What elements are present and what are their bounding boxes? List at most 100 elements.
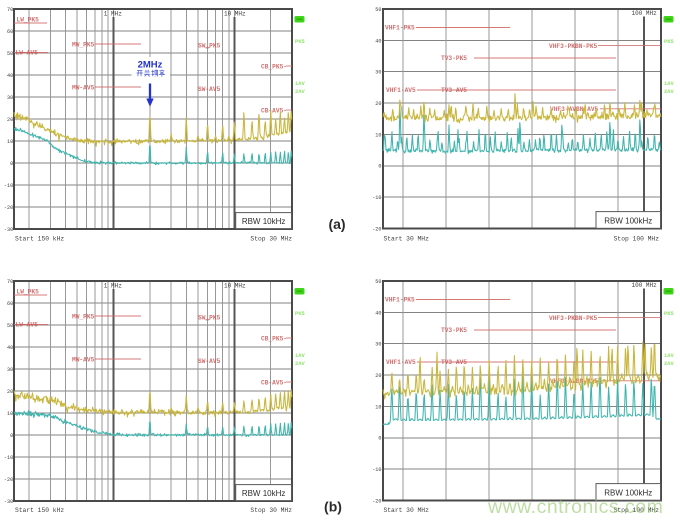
svg-text:PK5: PK5 xyxy=(295,311,305,317)
svg-text:VHF1-AV5: VHF1-AV5 xyxy=(386,359,416,366)
svg-text:TV3-AV5: TV3-AV5 xyxy=(441,87,467,94)
svg-text:10: 10 xyxy=(375,404,381,410)
svg-text:CB-AV5-: CB-AV5- xyxy=(261,108,287,115)
svg-text:20: 20 xyxy=(7,389,13,395)
svg-text:TV3-PK5: TV3-PK5 xyxy=(441,55,467,62)
svg-text:Stop 100 MHz: Stop 100 MHz xyxy=(614,507,660,514)
svg-text:Start 150 kHz: Start 150 kHz xyxy=(15,236,64,243)
svg-text:SW_PK5: SW_PK5 xyxy=(198,315,221,322)
svg-text:100 MHz: 100 MHz xyxy=(632,10,658,17)
svg-text:-20: -20 xyxy=(4,205,13,211)
svg-text:VHF1-PK5: VHF1-PK5 xyxy=(385,297,415,304)
svg-text:LW_PK5: LW_PK5 xyxy=(17,289,40,296)
svg-text:-20: -20 xyxy=(372,498,381,504)
svg-text:50: 50 xyxy=(7,323,13,329)
svg-text:-30: -30 xyxy=(4,227,13,233)
svg-text:RBW 10kHz: RBW 10kHz xyxy=(242,489,286,498)
svg-text:CB-AV5-: CB-AV5- xyxy=(261,380,287,387)
svg-text:0: 0 xyxy=(378,436,381,442)
svg-text:70: 70 xyxy=(7,7,13,13)
svg-text:-20: -20 xyxy=(4,477,13,483)
svg-text:1AV: 1AV xyxy=(664,81,674,87)
svg-text:1AV: 1AV xyxy=(664,353,674,359)
svg-text:Start 150 kHz: Start 150 kHz xyxy=(15,507,64,514)
svg-text:Stop 100 MHz: Stop 100 MHz xyxy=(614,236,660,243)
svg-text:LW-AV5: LW-AV5 xyxy=(16,322,39,329)
svg-text:20: 20 xyxy=(7,117,13,123)
svg-text:1AV: 1AV xyxy=(295,81,305,87)
svg-text:2AV: 2AV xyxy=(295,89,305,95)
svg-text:(b): (b) xyxy=(324,499,342,515)
svg-text:TV3-PK5: TV3-PK5 xyxy=(441,327,467,334)
svg-text:VHF3-AVBN-AV5: VHF3-AVBN-AV5 xyxy=(550,106,599,113)
svg-text:2AV: 2AV xyxy=(295,361,305,367)
svg-text:30: 30 xyxy=(7,367,13,373)
svg-text:50: 50 xyxy=(375,7,381,13)
svg-text:CB_PK5-: CB_PK5- xyxy=(261,64,287,71)
svg-text:Stop 30 MHz: Stop 30 MHz xyxy=(250,507,292,514)
svg-text:100 MHz: 100 MHz xyxy=(632,282,658,289)
svg-text:www.cntronics.com: www.cntronics.com xyxy=(487,496,663,518)
svg-text:2AV: 2AV xyxy=(664,89,674,95)
svg-text:TV3-AV5: TV3-AV5 xyxy=(441,359,467,366)
svg-text:Stop 30 MHz: Stop 30 MHz xyxy=(250,236,292,243)
svg-text:2AV: 2AV xyxy=(664,361,674,367)
svg-text:RBW 10kHz: RBW 10kHz xyxy=(242,217,286,226)
svg-text:0: 0 xyxy=(10,161,13,167)
svg-text:VHF3-AVBN-AV5: VHF3-AVBN-AV5 xyxy=(550,378,599,385)
svg-text:-30: -30 xyxy=(4,499,13,505)
svg-text:(a): (a) xyxy=(328,216,345,232)
svg-text:0: 0 xyxy=(10,433,13,439)
svg-text:-10: -10 xyxy=(372,195,381,201)
svg-text:10: 10 xyxy=(7,411,13,417)
svg-text:20: 20 xyxy=(375,373,381,379)
svg-text:PK5: PK5 xyxy=(664,311,674,317)
svg-text:-20: -20 xyxy=(372,226,381,232)
svg-text:30: 30 xyxy=(375,342,381,348)
svg-text:CB_PK5-: CB_PK5- xyxy=(261,336,287,343)
svg-text:-10: -10 xyxy=(4,183,13,189)
svg-text:MW_PK5: MW_PK5 xyxy=(72,314,95,321)
svg-text:RBW 100kHz: RBW 100kHz xyxy=(604,217,652,226)
svg-text:1 MHz: 1 MHz xyxy=(104,11,122,18)
svg-text:LW-AV5: LW-AV5 xyxy=(16,50,39,57)
svg-text:RBW 100kHz: RBW 100kHz xyxy=(604,488,652,497)
svg-text:LW_PK5: LW_PK5 xyxy=(17,17,40,24)
svg-text:PK5: PK5 xyxy=(295,39,305,45)
svg-text:VHF1-AV5: VHF1-AV5 xyxy=(386,87,416,94)
svg-text:VHF1-PK5: VHF1-PK5 xyxy=(385,25,415,32)
svg-text:40: 40 xyxy=(375,310,381,316)
svg-text:-10: -10 xyxy=(4,455,13,461)
svg-text:20: 20 xyxy=(375,101,381,107)
svg-text:2MHz: 2MHz xyxy=(138,60,163,71)
svg-text:Start 30 MHz: Start 30 MHz xyxy=(384,507,430,514)
svg-text:40: 40 xyxy=(7,345,13,351)
svg-text:MW-AV5: MW-AV5 xyxy=(72,357,95,364)
svg-text:30: 30 xyxy=(7,95,13,101)
svg-text:VHF3-PKBN-PK5: VHF3-PKBN-PK5 xyxy=(549,315,598,322)
svg-text:50: 50 xyxy=(375,279,381,285)
svg-text:-10: -10 xyxy=(372,467,381,473)
svg-text:SW-AV5: SW-AV5 xyxy=(198,358,221,365)
svg-text:Start 30 MHz: Start 30 MHz xyxy=(384,236,430,243)
svg-text:1AV: 1AV xyxy=(295,353,305,359)
svg-text:MW_PK5: MW_PK5 xyxy=(72,42,95,49)
svg-text:10 MHz: 10 MHz xyxy=(224,283,246,290)
svg-text:SW-AV5: SW-AV5 xyxy=(198,86,221,93)
svg-text:40: 40 xyxy=(375,38,381,44)
svg-text:10: 10 xyxy=(375,132,381,138)
svg-text:60: 60 xyxy=(7,29,13,35)
svg-text:50: 50 xyxy=(7,51,13,57)
svg-text:SW_PK5: SW_PK5 xyxy=(198,43,221,50)
svg-text:VHF3-PKBN-PK5: VHF3-PKBN-PK5 xyxy=(549,43,598,50)
svg-text:30: 30 xyxy=(375,70,381,76)
svg-text:1 MHz: 1 MHz xyxy=(104,283,122,290)
svg-text:70: 70 xyxy=(7,279,13,285)
svg-text:0: 0 xyxy=(378,164,381,170)
svg-text:MW-AV5: MW-AV5 xyxy=(72,85,95,92)
svg-text:PK5: PK5 xyxy=(664,39,674,45)
svg-text:10: 10 xyxy=(7,139,13,145)
svg-text:60: 60 xyxy=(7,301,13,307)
svg-text:40: 40 xyxy=(7,73,13,79)
svg-text:10 MHz: 10 MHz xyxy=(224,11,246,18)
